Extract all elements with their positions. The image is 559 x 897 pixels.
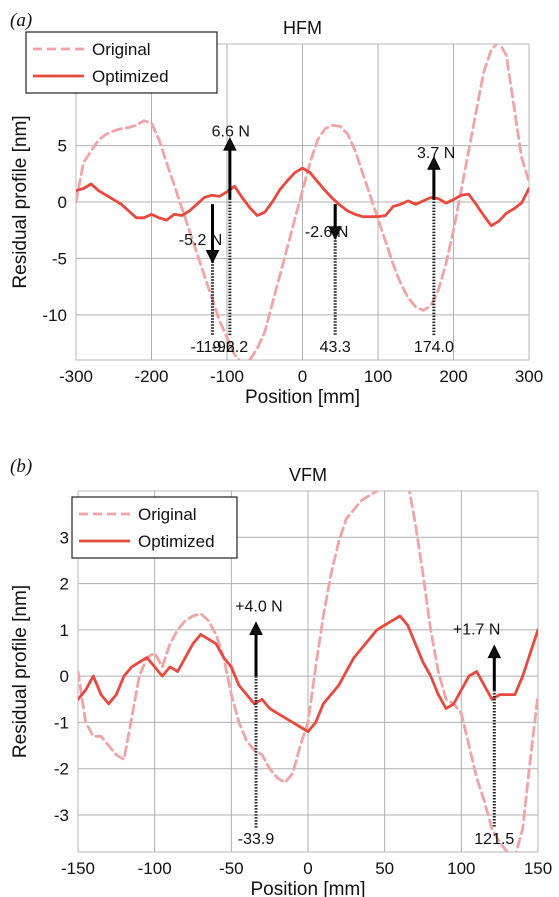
chart-title: HFM <box>283 18 322 38</box>
force-arrow-head <box>249 621 263 635</box>
series-group <box>78 491 538 852</box>
y-tick-label: 0 <box>58 193 67 212</box>
chart-panel-2: -150 -100 -50 0 50 100 150 -3 -2 -1 0 1 2 3 +4.0 N -33.… <box>10 456 552 897</box>
y-tick-label: -3 <box>54 806 69 825</box>
x-tick-label: 100 <box>447 859 475 878</box>
force-label: -5.2 N <box>179 232 223 249</box>
x-tick-label: 0 <box>303 859 312 878</box>
force-label: +4.0 N <box>235 598 283 615</box>
position-label: -96.2 <box>212 339 249 356</box>
force-label: 6.6 N <box>212 124 250 141</box>
force-label: +1.7 N <box>453 621 501 638</box>
panel-label: (b) <box>10 456 32 477</box>
series-line-original <box>78 491 538 852</box>
series-line-optimized <box>76 166 529 228</box>
legend: Original Optimized <box>25 31 218 94</box>
force-arrow-head <box>223 136 237 151</box>
panel-label: (a) <box>10 10 32 31</box>
legend-label-optimized: Optimized <box>92 67 169 86</box>
legend-box <box>25 31 218 94</box>
x-tick-label: -100 <box>138 859 172 878</box>
position-label: -33.9 <box>238 831 275 848</box>
x-tick-label: -150 <box>61 859 95 878</box>
x-tick-label: 50 <box>375 859 394 878</box>
chart-title: VFM <box>289 465 327 485</box>
legend-label-original: Original <box>92 40 151 59</box>
force-label: -2.6 N <box>305 224 349 241</box>
series-group <box>76 44 529 360</box>
position-label: 121.5 <box>474 831 514 848</box>
x-axis-label: Position [mm] <box>245 387 360 408</box>
y-axis-label: Residual profile [nm] <box>10 115 31 288</box>
force-arrow-head <box>427 156 441 170</box>
y-tick-label: 5 <box>58 137 67 156</box>
x-tick-label: -300 <box>59 367 93 386</box>
legend-box <box>71 496 238 559</box>
x-tick-label: 200 <box>439 367 467 386</box>
y-tick-label: 3 <box>60 528 69 547</box>
y-tick-label: -1 <box>54 713 69 732</box>
position-label: 43.3 <box>320 339 351 356</box>
y-tick-label: -10 <box>42 306 67 325</box>
x-tick-label: 0 <box>298 367 307 386</box>
y-tick-label: -5 <box>52 249 67 268</box>
force-arrow-head <box>328 226 343 240</box>
x-tick-label: 100 <box>364 367 392 386</box>
force-arrow-head <box>205 250 220 264</box>
series-line-optimized <box>78 614 538 734</box>
position-label: 174.0 <box>414 339 454 356</box>
force-arrow-head <box>487 644 502 659</box>
x-tick-label: -100 <box>210 367 244 386</box>
x-tick-label: 150 <box>524 859 552 878</box>
x-tick-label: -200 <box>134 367 168 386</box>
position-label: -119.2 <box>190 339 234 356</box>
force-label: 3.7 N <box>417 145 455 162</box>
y-tick-label: 0 <box>60 667 69 686</box>
y-tick-label: 2 <box>60 575 69 594</box>
x-axis-label: Position [mm] <box>250 879 365 897</box>
x-tick-label: -50 <box>219 859 244 878</box>
legend-label-original: Original <box>138 505 197 524</box>
legend-label-optimized: Optimized <box>138 532 215 551</box>
y-axis-label: Residual profile [nm] <box>10 585 31 758</box>
y-tick-label: 1 <box>60 621 69 640</box>
legend: Original Optimized <box>71 496 238 559</box>
series-line-original <box>76 44 529 360</box>
x-tick-label: 300 <box>515 367 543 386</box>
y-tick-label: -2 <box>54 760 69 779</box>
chart-panel-1: -300 -200 -100 0 100 200 300 -10 -5 0 5 -5.2 N -119.… <box>10 10 543 408</box>
